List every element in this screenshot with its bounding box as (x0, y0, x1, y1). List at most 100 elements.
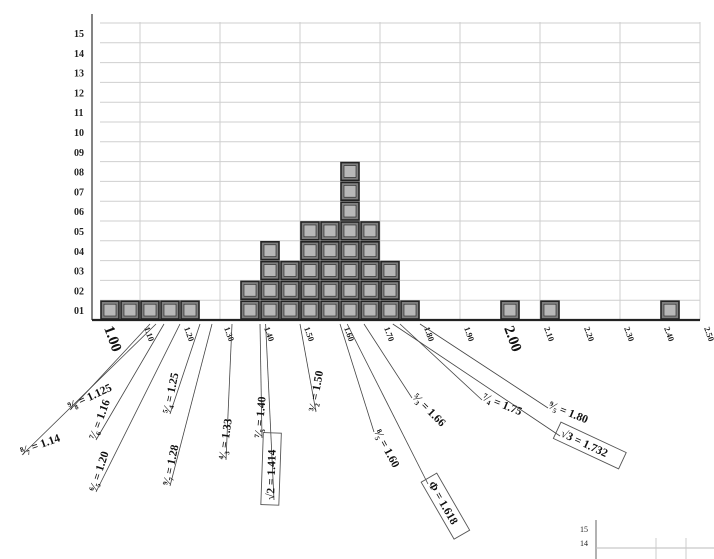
y-tick-labels: 01 02 03 04 05 06 07 08 09 10 11 12 13 14 15 (74, 29, 84, 317)
inset-y-tick-label: 14 (580, 539, 588, 548)
bar-unit-inner (343, 204, 357, 218)
annotation: ⁸⁄₇ = 1.14 (19, 432, 62, 457)
bar-unit-inner (363, 264, 377, 277)
annotation: ⁶⁄₅ = 1.20 (87, 450, 111, 493)
annotation-label: ⁵⁄₄ = 1.25 (161, 372, 181, 415)
annotation-leader (392, 323, 561, 437)
y-tick-label: 15 (74, 29, 84, 40)
bar-unit-inner (323, 264, 337, 277)
bar-unit-inner (263, 264, 277, 277)
annotation-leader (95, 323, 165, 441)
bar-unit-inner (363, 303, 377, 317)
bar-unit-inner (323, 244, 337, 257)
annotation: Φ = 1.618 (420, 472, 471, 540)
bar (180, 300, 200, 320)
bar (240, 280, 260, 320)
bar-unit-inner (343, 185, 357, 198)
bar-unit-inner (303, 303, 317, 317)
bar-unit-inner (503, 303, 517, 317)
y-tick-label: 03 (74, 267, 84, 278)
x-tick-label: 2.40 (662, 325, 676, 342)
x-tick-label: 1.10 (142, 325, 156, 342)
annotation-label: ⁶⁄₅ = 1.20 (87, 450, 111, 493)
annotation-leader (363, 323, 413, 399)
y-tick-label: 01 (74, 306, 84, 317)
annotation-label: ⁹⁄₇ = 1.28 (161, 444, 181, 487)
annotation-label: ⁸⁄₅ = 1.60 (371, 428, 401, 470)
x-tick-label: 1.00 (100, 324, 124, 354)
bar-unit-inner (383, 284, 397, 297)
bar-unit-inner (263, 244, 277, 257)
annotation-leader (346, 323, 429, 485)
annotation: ⁵⁄₄ = 1.25 (161, 372, 181, 415)
y-tick-label: 13 (74, 69, 84, 80)
x-tick-label: 1.50 (302, 325, 316, 342)
bar (320, 221, 340, 320)
bar-unit-inner (363, 244, 377, 257)
bar-unit-inner (323, 224, 337, 238)
y-tick-label: 07 (74, 187, 84, 198)
bar-unit-inner (383, 264, 397, 277)
x-tick-label: 1.30 (222, 325, 236, 342)
bar (140, 300, 160, 320)
grid-lines (100, 22, 701, 320)
bar (160, 300, 180, 320)
x-tick-label: 1.70 (382, 325, 396, 342)
bar (400, 300, 420, 320)
annotation-label: ⁹⁄₅ = 1.80 (547, 400, 590, 427)
bar-unit-inner (303, 224, 317, 238)
y-tick-label: 08 (74, 168, 84, 179)
bar-unit-inner (243, 303, 257, 317)
annotation-label: ⁸⁄₇ = 1.14 (19, 432, 62, 457)
annotation-label: ⁷⁄₅ = 1.40 (253, 396, 269, 438)
annotation: ³⁄₂ = 1.50 (307, 370, 326, 413)
annotation-box (552, 421, 627, 470)
y-tick-label: 06 (74, 207, 84, 218)
bar (500, 300, 520, 320)
bar-unit-inner (303, 264, 317, 277)
annotation: √2 = 1.414 (260, 432, 282, 506)
bar-unit-inner (163, 303, 177, 317)
annotation-label: ³⁄₂ = 1.50 (307, 370, 326, 413)
annotation: ⁹⁄₇ = 1.28 (161, 444, 181, 487)
bar-unit-inner (363, 224, 377, 238)
annotation-label: √2 = 1.414 (264, 449, 279, 500)
y-tick-label: 12 (74, 88, 84, 99)
y-tick-label: 11 (74, 108, 83, 119)
bar-unit-inner (403, 303, 417, 317)
bar (280, 260, 300, 320)
bar (540, 300, 560, 320)
annotation-leader (169, 323, 213, 487)
bar-unit-inner (283, 284, 297, 297)
bar-unit-inner (663, 303, 677, 317)
y-tick-label: 02 (74, 286, 84, 297)
bar-unit-inner (323, 303, 337, 317)
bar (300, 221, 320, 320)
annotation: ⁹⁄₅ = 1.80 (547, 400, 590, 427)
annotation-leader (169, 323, 201, 415)
annotation: √3 = 1.732 (552, 421, 627, 470)
annotation-leader (399, 323, 483, 401)
bar-unit-inner (123, 303, 137, 317)
annotation-label: ⁴⁄₃ = 1.33 (217, 418, 235, 461)
bar-unit-inner (343, 284, 357, 297)
x-tick-label: 1.20 (182, 325, 196, 342)
annotation-leader (299, 323, 317, 413)
bar-unit-inner (543, 303, 557, 317)
x-tick-label: 1.90 (462, 325, 476, 342)
bar-unit-inner (183, 303, 197, 317)
annotation-label: √3 = 1.732 (559, 427, 610, 460)
bar-unit-inner (263, 303, 277, 317)
y-tick-label: 04 (74, 247, 84, 258)
annotation-leader (69, 323, 151, 411)
annotation: ⁴⁄₃ = 1.33 (217, 418, 235, 461)
bar-unit-inner (343, 165, 357, 178)
bar-unit-inner (303, 244, 317, 257)
inset-y-tick-label: 15 (580, 525, 588, 534)
x-tick-label: 1.40 (262, 325, 276, 342)
annotation: ⁷⁄₆ = 1.16 (88, 398, 113, 441)
annotation-box (260, 432, 282, 506)
